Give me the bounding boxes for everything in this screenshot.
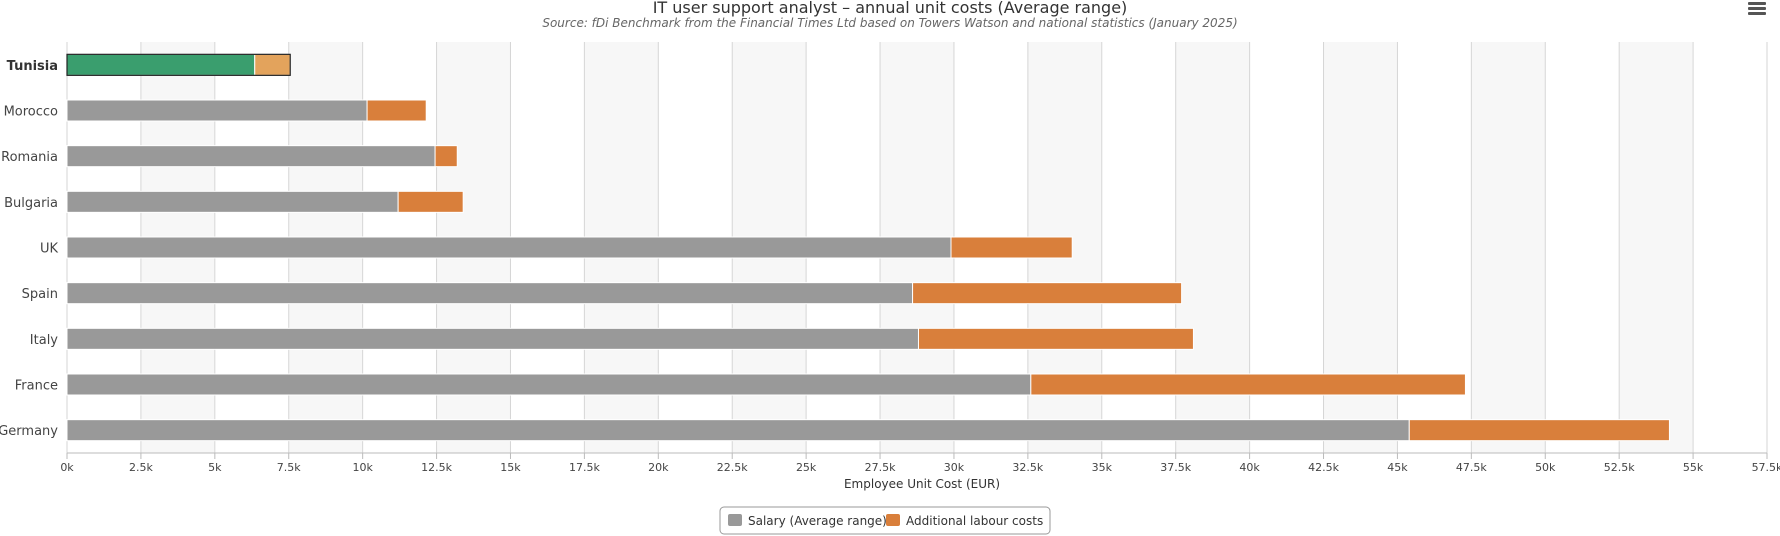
bar-morocco-salary[interactable] xyxy=(66,99,368,122)
x-tick-label: 40k xyxy=(1239,461,1260,474)
x-tick-label: 2.5k xyxy=(129,461,153,474)
hamburger-menu-icon[interactable] xyxy=(1746,0,1768,20)
legend-box xyxy=(719,506,1051,535)
category-label: Italy xyxy=(30,333,59,348)
category-labels: Tunisia Morocco Romania Bulgaria UK Spain Ital… xyxy=(0,59,58,439)
x-tick-label: 15k xyxy=(500,461,521,474)
menu-line xyxy=(1748,2,1766,5)
x-tick-label: 25k xyxy=(796,461,817,474)
plot-band xyxy=(1471,42,1546,453)
legend-label-salary: Salary (Average range) xyxy=(748,514,887,528)
category-label: Tunisia xyxy=(7,59,58,74)
legend-item-additional-costs[interactable]: Additional labour costs xyxy=(886,514,1043,528)
x-tick-label: 22.5k xyxy=(717,461,748,474)
bar-tunisia-salary[interactable] xyxy=(66,53,256,76)
x-tick-label: 32.5k xyxy=(1012,461,1043,474)
x-axis-title: Employee Unit Cost (EUR) xyxy=(844,477,1000,491)
category-label: Romania xyxy=(1,150,58,165)
bar-uk-salary[interactable] xyxy=(66,236,952,259)
x-tick-label: 37.5k xyxy=(1160,461,1191,474)
x-tick-label: 20k xyxy=(648,461,669,474)
legend-label-additional-costs: Additional labour costs xyxy=(906,514,1043,528)
bar-bulgaria-salary[interactable] xyxy=(66,190,399,213)
plot-band xyxy=(1619,42,1694,453)
category-label: UK xyxy=(40,242,59,257)
bar-germany-salary[interactable] xyxy=(66,419,1410,442)
category-label: Germany xyxy=(0,424,58,439)
category-label: Spain xyxy=(22,287,58,302)
x-tick-label: 27.5k xyxy=(865,461,896,474)
chart-subtitle: Source: fDi Benchmark from the Financial… xyxy=(542,16,1237,30)
bar-france-additional-costs[interactable] xyxy=(1030,373,1466,396)
menu-line xyxy=(1748,12,1766,15)
x-tick-label: 12.5k xyxy=(421,461,452,474)
x-tick-label: 5k xyxy=(208,461,222,474)
bar-romania-additional-costs[interactable] xyxy=(434,145,458,168)
x-tick-label: 47.5k xyxy=(1456,461,1487,474)
chart-title: IT user support analyst – annual unit co… xyxy=(653,0,1128,17)
x-tick-label: 50k xyxy=(1535,461,1556,474)
x-axis: 0k 2.5k 5k 7.5k 10k 12.5k 15k 17.5k 20k 22.5k 25k 2… xyxy=(60,452,1780,474)
bar-france-salary[interactable] xyxy=(66,373,1032,396)
menu-line xyxy=(1748,7,1766,10)
bar-germany-additional-costs[interactable] xyxy=(1408,419,1670,442)
legend-item-salary[interactable]: Salary (Average range) xyxy=(728,514,887,528)
bar-spain-salary[interactable] xyxy=(66,282,914,305)
x-tick-label: 52.5k xyxy=(1604,461,1635,474)
category-label: Morocco xyxy=(4,105,58,120)
category-label: France xyxy=(15,379,58,394)
bar-italy-salary[interactable] xyxy=(66,327,919,350)
x-tick-label: 0k xyxy=(60,461,74,474)
legend-swatch-additional-costs xyxy=(886,514,900,526)
bar-romania-salary[interactable] xyxy=(66,145,436,168)
x-tick-label: 35k xyxy=(1092,461,1113,474)
x-tick-label: 10k xyxy=(352,461,373,474)
x-tick-label: 45k xyxy=(1387,461,1408,474)
bar-tunisia-additional-costs[interactable] xyxy=(254,53,291,76)
category-label: Bulgaria xyxy=(4,196,58,211)
bar-bulgaria-additional-costs[interactable] xyxy=(397,190,464,213)
x-tick-label: 42.5k xyxy=(1308,461,1339,474)
x-tick-label: 7.5k xyxy=(277,461,301,474)
x-tick-label: 57.5k xyxy=(1752,461,1780,474)
bar-uk-additional-costs[interactable] xyxy=(950,236,1073,259)
x-tick-label: 30k xyxy=(944,461,965,474)
bar-morocco-additional-costs[interactable] xyxy=(366,99,427,122)
legend[interactable]: Salary (Average range) Additional labour… xyxy=(719,506,1051,535)
bars xyxy=(66,53,1670,442)
x-tick-label: 55k xyxy=(1683,461,1704,474)
x-tick-label: 17.5k xyxy=(569,461,600,474)
legend-swatch-salary xyxy=(728,514,742,526)
highlight-outline xyxy=(66,53,291,76)
bar-italy-additional-costs[interactable] xyxy=(917,327,1194,350)
bar-spain-additional-costs[interactable] xyxy=(912,282,1183,305)
